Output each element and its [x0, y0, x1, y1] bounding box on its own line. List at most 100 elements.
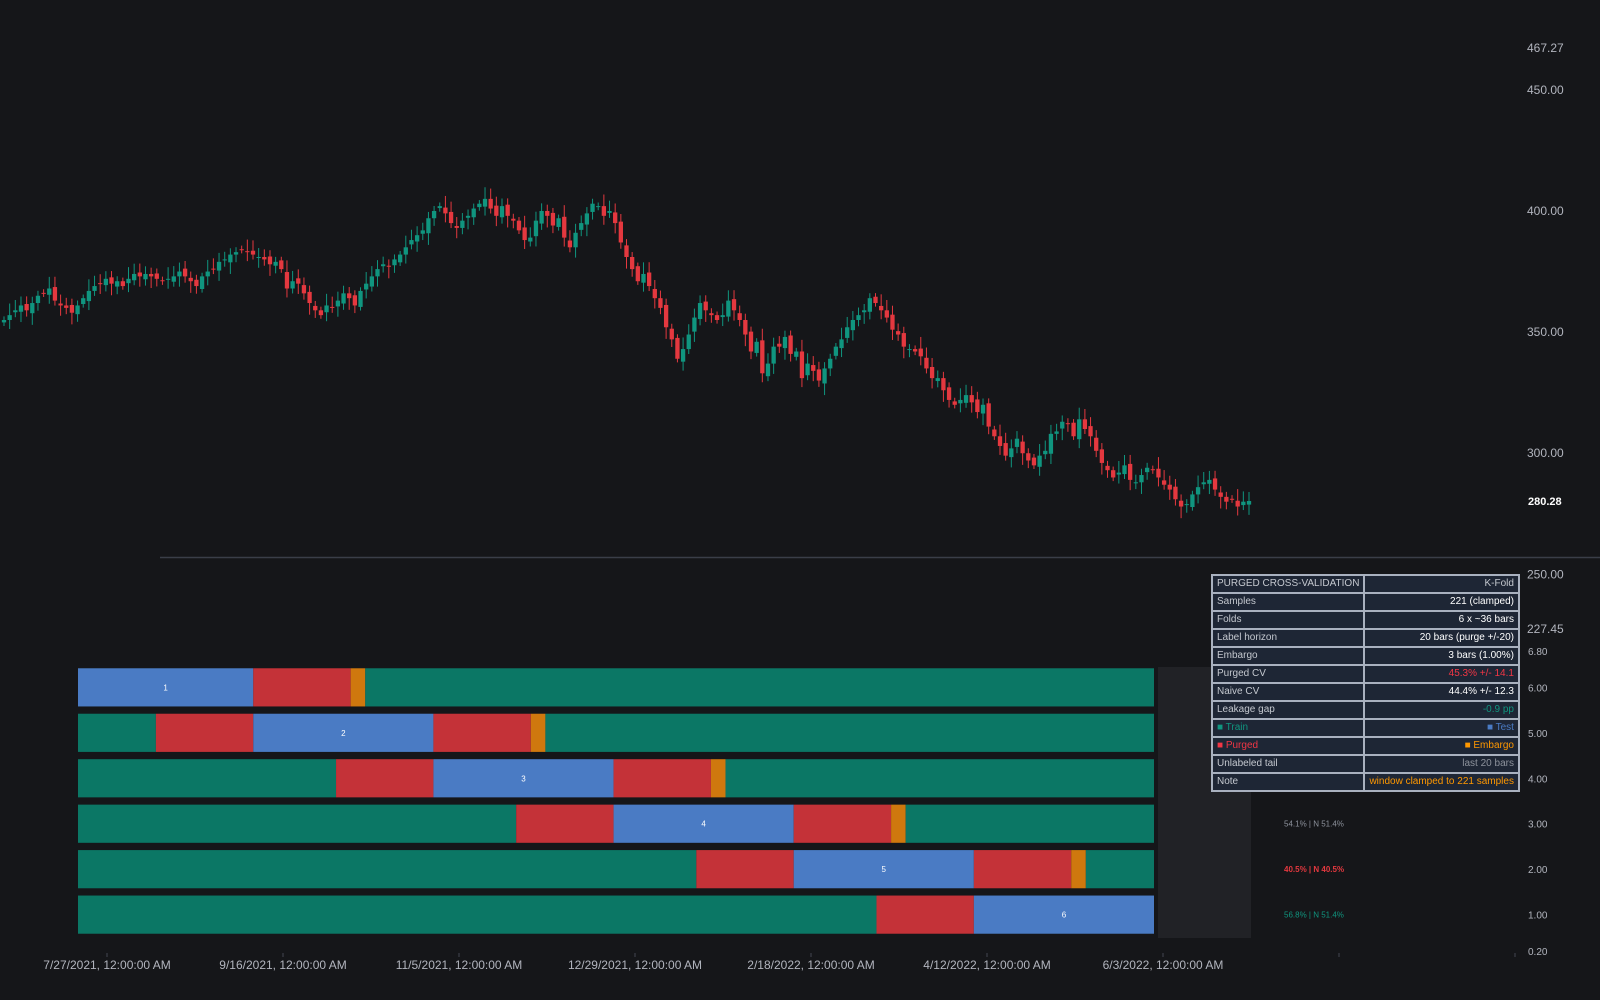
candle: [86, 279, 92, 311]
candle: [726, 290, 731, 322]
candle: [228, 248, 233, 274]
candle: [765, 353, 771, 382]
table-value: ■ Embargo: [1363, 736, 1520, 756]
purged-segment: [696, 850, 794, 889]
price-candles: [1, 187, 1252, 519]
train-segment: [545, 713, 1154, 752]
purged-segment: [613, 759, 711, 798]
candle: [912, 345, 918, 356]
price-axis: 467.27 450.00 400.00 350.00 300.00 280.28 250.…: [1527, 41, 1564, 636]
candle: [777, 336, 782, 353]
candle: [420, 222, 425, 241]
candle: [890, 305, 895, 340]
fold-tick-label: 4.00: [1528, 774, 1548, 785]
candle: [1201, 472, 1206, 490]
candle: [822, 362, 827, 396]
candle: [347, 287, 352, 310]
candle: [731, 290, 737, 321]
fold-tick-label: 1.00: [1528, 911, 1548, 922]
candle: [64, 297, 69, 315]
candle: [856, 307, 861, 327]
time-axis: 7/27/2021, 12:00:00 AM 9/16/2021, 12:00:0…: [43, 953, 1516, 972]
candle: [358, 287, 363, 311]
candle: [1139, 468, 1144, 494]
candle: [975, 391, 980, 419]
candle: [590, 198, 595, 220]
candle: [18, 296, 24, 323]
candle: [929, 358, 935, 389]
test-segment: [973, 895, 1154, 934]
candle: [239, 245, 244, 254]
candle: [675, 334, 680, 363]
candle: [290, 270, 295, 294]
candle: [482, 187, 488, 216]
table-key: Embargo: [1210, 646, 1366, 666]
candle: [431, 206, 437, 226]
candle: [177, 262, 182, 287]
fold-row-6: 6: [78, 895, 1154, 934]
candle: [1099, 443, 1105, 475]
table-value: 221 (clamped): [1363, 592, 1520, 612]
price-tick-label: 250.00: [1527, 567, 1564, 581]
candle: [222, 251, 227, 267]
candle: [126, 267, 131, 293]
fold-row-4: 4: [78, 804, 1154, 843]
table-row: Label horizon 20 bars (purge +/-20): [1210, 628, 1520, 648]
candle: [714, 311, 720, 324]
train-segment: [78, 804, 517, 843]
table-key: Label horizon: [1210, 628, 1366, 648]
candle: [1043, 440, 1048, 460]
fold-tick-label: 3.00: [1528, 820, 1548, 831]
candle: [165, 267, 171, 289]
candle: [143, 266, 148, 286]
candle: [754, 338, 759, 357]
fold-accuracy-label: 56.8% | N 51.4%: [1284, 911, 1344, 920]
table-row: ■ Train ■ Test: [1210, 718, 1520, 738]
table-key: Note: [1210, 772, 1366, 792]
candle: [369, 266, 374, 292]
candle: [720, 303, 725, 327]
candle: [573, 223, 578, 258]
table-key: ■ Purged: [1210, 736, 1366, 756]
embargo-segment: [350, 668, 366, 707]
candle: [539, 203, 544, 230]
candle: [324, 293, 329, 322]
time-tick-label: 2/18/2022, 12:00:00 AM: [747, 958, 874, 972]
candle: [171, 266, 176, 287]
candle: [477, 200, 482, 211]
test-segment: [613, 804, 794, 843]
train-segment: [905, 804, 1154, 843]
candle: [958, 388, 963, 413]
candle: [397, 250, 403, 266]
candle: [1133, 474, 1138, 490]
candle: [760, 328, 765, 383]
purged-segment: [793, 804, 892, 843]
candle: [41, 289, 46, 297]
candle: [35, 290, 41, 311]
candle: [601, 194, 607, 225]
candle: [488, 188, 493, 214]
table-row: ■ Purged ■ Embargo: [1210, 736, 1520, 756]
candle: [47, 276, 52, 304]
candle: [403, 235, 408, 264]
candle: [641, 262, 646, 292]
candle: [663, 298, 669, 339]
fold-number-label: 5: [882, 865, 887, 874]
candle: [952, 397, 957, 409]
embargo-segment: [710, 759, 726, 798]
candle: [658, 290, 663, 315]
candle: [613, 203, 618, 234]
table-value: 44.4% +/- 12.3: [1363, 682, 1520, 702]
candle: [364, 272, 369, 299]
candle: [1014, 431, 1020, 454]
candle: [335, 291, 341, 317]
candle: [1144, 462, 1150, 480]
time-tick-label: 4/12/2022, 12:00:00 AM: [923, 958, 1050, 972]
train-segment: [1085, 850, 1154, 889]
table-row: Leakage gap -0.9 pp: [1210, 700, 1520, 720]
candle: [596, 202, 601, 211]
purged-segment: [973, 850, 1072, 889]
train-segment: [78, 713, 156, 752]
table-key: Samples: [1210, 592, 1366, 612]
candle: [992, 425, 997, 440]
